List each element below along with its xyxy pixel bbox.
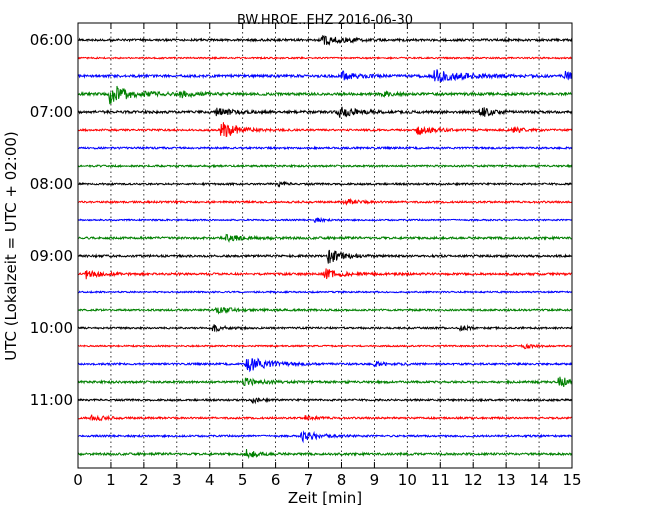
x-tick-label-11: 11 <box>431 471 450 489</box>
trace-06:45 <box>77 85 573 105</box>
y-tick-label-5: 11:00 <box>30 391 73 409</box>
x-tick-label-1: 1 <box>106 471 116 489</box>
x-tick-label-14: 14 <box>530 471 549 489</box>
y-tick-label-2: 08:00 <box>30 175 73 193</box>
y-tick-label-1: 07:00 <box>30 103 73 121</box>
trace-06:15 <box>77 56 573 60</box>
x-axis-label: Zeit [min] <box>288 489 362 507</box>
y-axis-ticks: 06:00 07:00 08:00 09:00 10:00 11:00 <box>30 31 572 409</box>
x-tick-label-3: 3 <box>172 471 182 489</box>
y-tick-label-0: 06:00 <box>30 31 73 49</box>
trace-09:15 <box>77 268 573 280</box>
trace-09:00 <box>77 249 573 264</box>
x-tick-label-5: 5 <box>238 471 248 489</box>
trace-11:45 <box>77 449 573 460</box>
trace-06:00 <box>77 34 573 46</box>
trace-08:30 <box>77 216 573 224</box>
x-tick-label-15: 15 <box>562 471 581 489</box>
y-tick-label-4: 10:00 <box>30 319 73 337</box>
y-axis-label: UTC (Lokalzeit = UTC + 02:00) <box>2 131 20 361</box>
x-tick-label-13: 13 <box>497 471 516 489</box>
x-axis-ticks: 0 1 2 3 4 5 6 7 8 9 10 11 12 13 14 15 <box>73 23 582 489</box>
trace-08:45 <box>77 233 573 244</box>
x-tick-label-9: 9 <box>370 471 380 489</box>
trace-10:30 <box>77 357 573 373</box>
trace-11:00 <box>77 397 573 405</box>
seismic-traces <box>77 34 573 460</box>
trace-07:00 <box>77 106 573 118</box>
plot-frame <box>77 22 573 469</box>
trace-10:15 <box>77 343 573 350</box>
trace-07:45 <box>77 163 573 169</box>
trace-07:15 <box>77 122 573 137</box>
trace-08:15 <box>77 197 573 206</box>
x-tick-label-6: 6 <box>271 471 281 489</box>
trace-08:00 <box>77 180 573 188</box>
y-tick-label-3: 09:00 <box>30 247 73 265</box>
x-tick-label-8: 8 <box>337 471 347 489</box>
trace-11:30 <box>77 430 573 444</box>
trace-10:45 <box>77 376 573 387</box>
x-tick-label-12: 12 <box>464 471 483 489</box>
x-tick-label-7: 7 <box>304 471 314 489</box>
x-tick-label-2: 2 <box>139 471 149 489</box>
trace-07:30 <box>77 145 573 151</box>
x-tick-label-4: 4 <box>205 471 215 489</box>
x-tick-label-10: 10 <box>398 471 417 489</box>
trace-06:30 <box>77 69 573 82</box>
trace-09:30 <box>77 289 573 294</box>
trace-10:00 <box>77 324 573 333</box>
trace-11:15 <box>77 414 573 422</box>
x-tick-label-0: 0 <box>73 471 83 489</box>
trace-09:45 <box>77 306 573 315</box>
chart-title: BW.HROE..EHZ 2016-06-30 <box>237 13 413 28</box>
